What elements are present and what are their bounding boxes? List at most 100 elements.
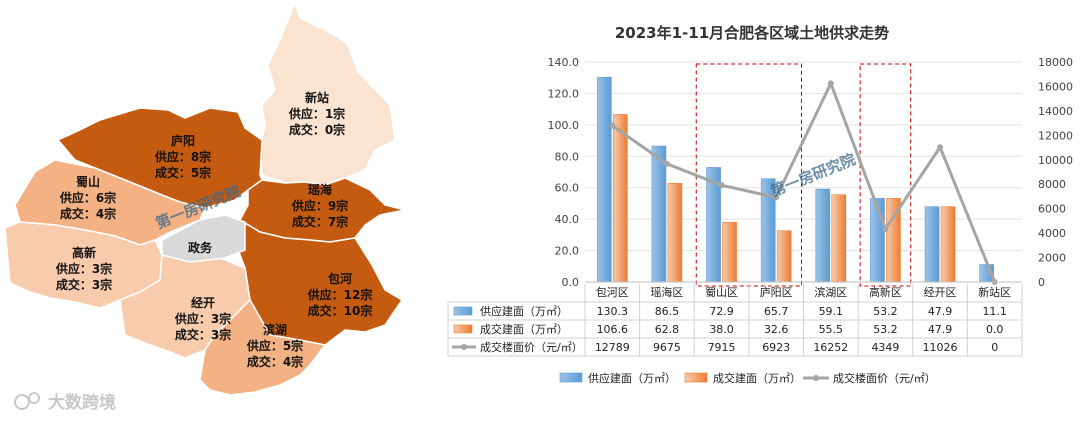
table-cell: 106.6	[597, 323, 629, 336]
svg-text:包河: 包河	[327, 271, 352, 286]
category-label: 瑶海区	[650, 285, 683, 299]
y-left-tick-label: 60.0	[555, 182, 580, 195]
price-point	[663, 160, 670, 167]
y-left-tick-label: 40.0	[555, 213, 580, 226]
svg-text:成交：4宗: 成交：4宗	[60, 206, 116, 221]
price-point	[718, 182, 725, 189]
svg-text:大数跨境: 大数跨境	[48, 392, 116, 413]
table-row-label: 成交建面（万㎡）	[480, 322, 568, 336]
svg-text:成交：4宗: 成交：4宗	[247, 354, 303, 369]
table-cell: 47.9	[928, 323, 953, 336]
legend-swatch	[684, 372, 708, 383]
axes: 0.0 20.0 40.0 60.0 80.0 100.0 120.0 140.0 0 2000 4…	[548, 56, 1074, 289]
svg-text:供应：3宗: 供应：3宗	[55, 261, 112, 276]
table-cell: 7915	[708, 341, 736, 354]
legend: 供应建面（万㎡） 成交建面（万㎡） 成交楼面价（元/㎡）	[559, 371, 936, 385]
svg-text:成交：7宗: 成交：7宗	[292, 214, 348, 229]
table-cell: 16252	[813, 341, 848, 354]
y-right-tick-label: 16000	[1038, 80, 1073, 93]
category-label: 蜀山区	[705, 286, 738, 299]
category-label: 经开区	[924, 286, 957, 299]
bar-deal	[722, 221, 737, 283]
y-left-tick-label: 0.0	[562, 276, 580, 289]
svg-text:新站: 新站	[305, 90, 329, 105]
y-right-tick-label: 18000	[1038, 56, 1073, 69]
category-label: 滨湖区	[814, 285, 847, 299]
category-label: 新站区	[978, 285, 1011, 299]
y-right-tick-label: 14000	[1038, 105, 1073, 118]
svg-text:供应：12宗: 供应：12宗	[307, 287, 373, 302]
svg-text:供应：6宗: 供应：6宗	[59, 190, 116, 205]
bar-deal	[940, 206, 956, 283]
label-shushan: 蜀山 供应：6宗 成交：4宗	[59, 174, 116, 221]
label-zhengwu: 政务	[188, 240, 213, 255]
land-supply-chart: 2023年1-11月合肥各区域土地供求走势 0.0 20.0 40.0 60.0 80.…	[447, 24, 1074, 385]
price-point	[609, 122, 616, 129]
y-left-tick-label: 140.0	[548, 56, 580, 69]
svg-text:成交：3宗: 成交：3宗	[56, 277, 112, 292]
svg-text:供应：5宗: 供应：5宗	[246, 338, 303, 353]
category-label: 高新区	[869, 285, 902, 299]
y-left-tick-label: 100.0	[548, 119, 580, 132]
legend-label: 成交楼面价（元/㎡）	[833, 371, 936, 385]
table-cell: 0	[991, 341, 998, 354]
bar-supply	[815, 188, 831, 283]
y-left-tick-label: 80.0	[555, 150, 580, 163]
table-cell: 6923	[762, 341, 790, 354]
y-right-tick-label: 6000	[1038, 203, 1066, 216]
bar-deal	[831, 194, 847, 283]
svg-text:经开: 经开	[191, 295, 215, 310]
label-baohe: 包河 供应：12宗 成交：10宗	[307, 271, 373, 318]
table-cell: 55.5	[819, 323, 844, 336]
bar-supply	[597, 76, 612, 283]
district-zhengwu	[161, 214, 246, 263]
district-binhu	[199, 298, 327, 396]
table-cell: 11026	[923, 341, 958, 354]
brand-logo-icon	[14, 394, 30, 410]
legend-swatch	[813, 375, 819, 381]
label-luyang: 庐阳 供应：8宗 成交：5宗	[154, 133, 211, 180]
table-cell: 130.3	[597, 305, 629, 318]
highlight-box	[859, 63, 912, 287]
label-jingkai: 经开 供应：3宗 成交：3宗	[174, 295, 231, 342]
label-xinzhan: 新站 供应：1宗 成交：0宗	[288, 90, 345, 137]
brand-logo: 大数跨境	[14, 392, 116, 413]
table-row-label: 成交楼面价（元/㎡）	[480, 340, 583, 354]
svg-text:庐阳: 庐阳	[171, 133, 195, 148]
table-legend-swatch	[453, 324, 473, 334]
price-point	[882, 225, 889, 232]
table-cell: 72.9	[709, 305, 734, 318]
price-point	[827, 80, 834, 87]
label-gaoxin: 高新 供应：3宗 成交：3宗	[55, 245, 112, 292]
legend-label: 供应建面（万㎡）	[588, 371, 676, 385]
y-left-tick-label: 20.0	[555, 245, 580, 258]
label-binhu: 滨湖 供应：5宗 成交：4宗	[246, 322, 303, 369]
table-legend-swatch	[461, 344, 467, 350]
svg-text:供应：9宗: 供应：9宗	[291, 198, 348, 213]
table-cell: 53.2	[873, 323, 898, 336]
svg-text:供应：1宗: 供应：1宗	[288, 106, 345, 121]
bar-supply	[651, 145, 667, 283]
table-cell: 11.1	[982, 305, 1007, 318]
y-right-tick-label: 10000	[1038, 154, 1073, 167]
y-left-tick-label: 120.0	[548, 87, 580, 100]
label-yaohai: 瑶海 供应：9宗 成交：7宗	[291, 182, 348, 229]
svg-text:成交：0宗: 成交：0宗	[289, 122, 345, 137]
category-label: 包河区	[596, 286, 629, 299]
y-right-tick-label: 12000	[1038, 129, 1073, 142]
price-point	[937, 144, 944, 151]
svg-text:供应：3宗: 供应：3宗	[174, 311, 231, 326]
table-cell: 59.1	[819, 305, 844, 318]
table-cell: 38.0	[709, 323, 734, 336]
table-cell: 4349	[871, 341, 899, 354]
table-cell: 47.9	[928, 305, 953, 318]
bar-supply	[924, 206, 940, 283]
bar-deal	[776, 230, 792, 283]
table-cell: 12789	[595, 341, 630, 354]
svg-text:蜀山: 蜀山	[76, 174, 100, 189]
legend-label: 成交建面（万㎡）	[713, 371, 801, 385]
svg-text:高新: 高新	[72, 245, 96, 260]
svg-text:供应：8宗: 供应：8宗	[154, 149, 211, 164]
y-right-tick-label: 4000	[1038, 227, 1066, 240]
